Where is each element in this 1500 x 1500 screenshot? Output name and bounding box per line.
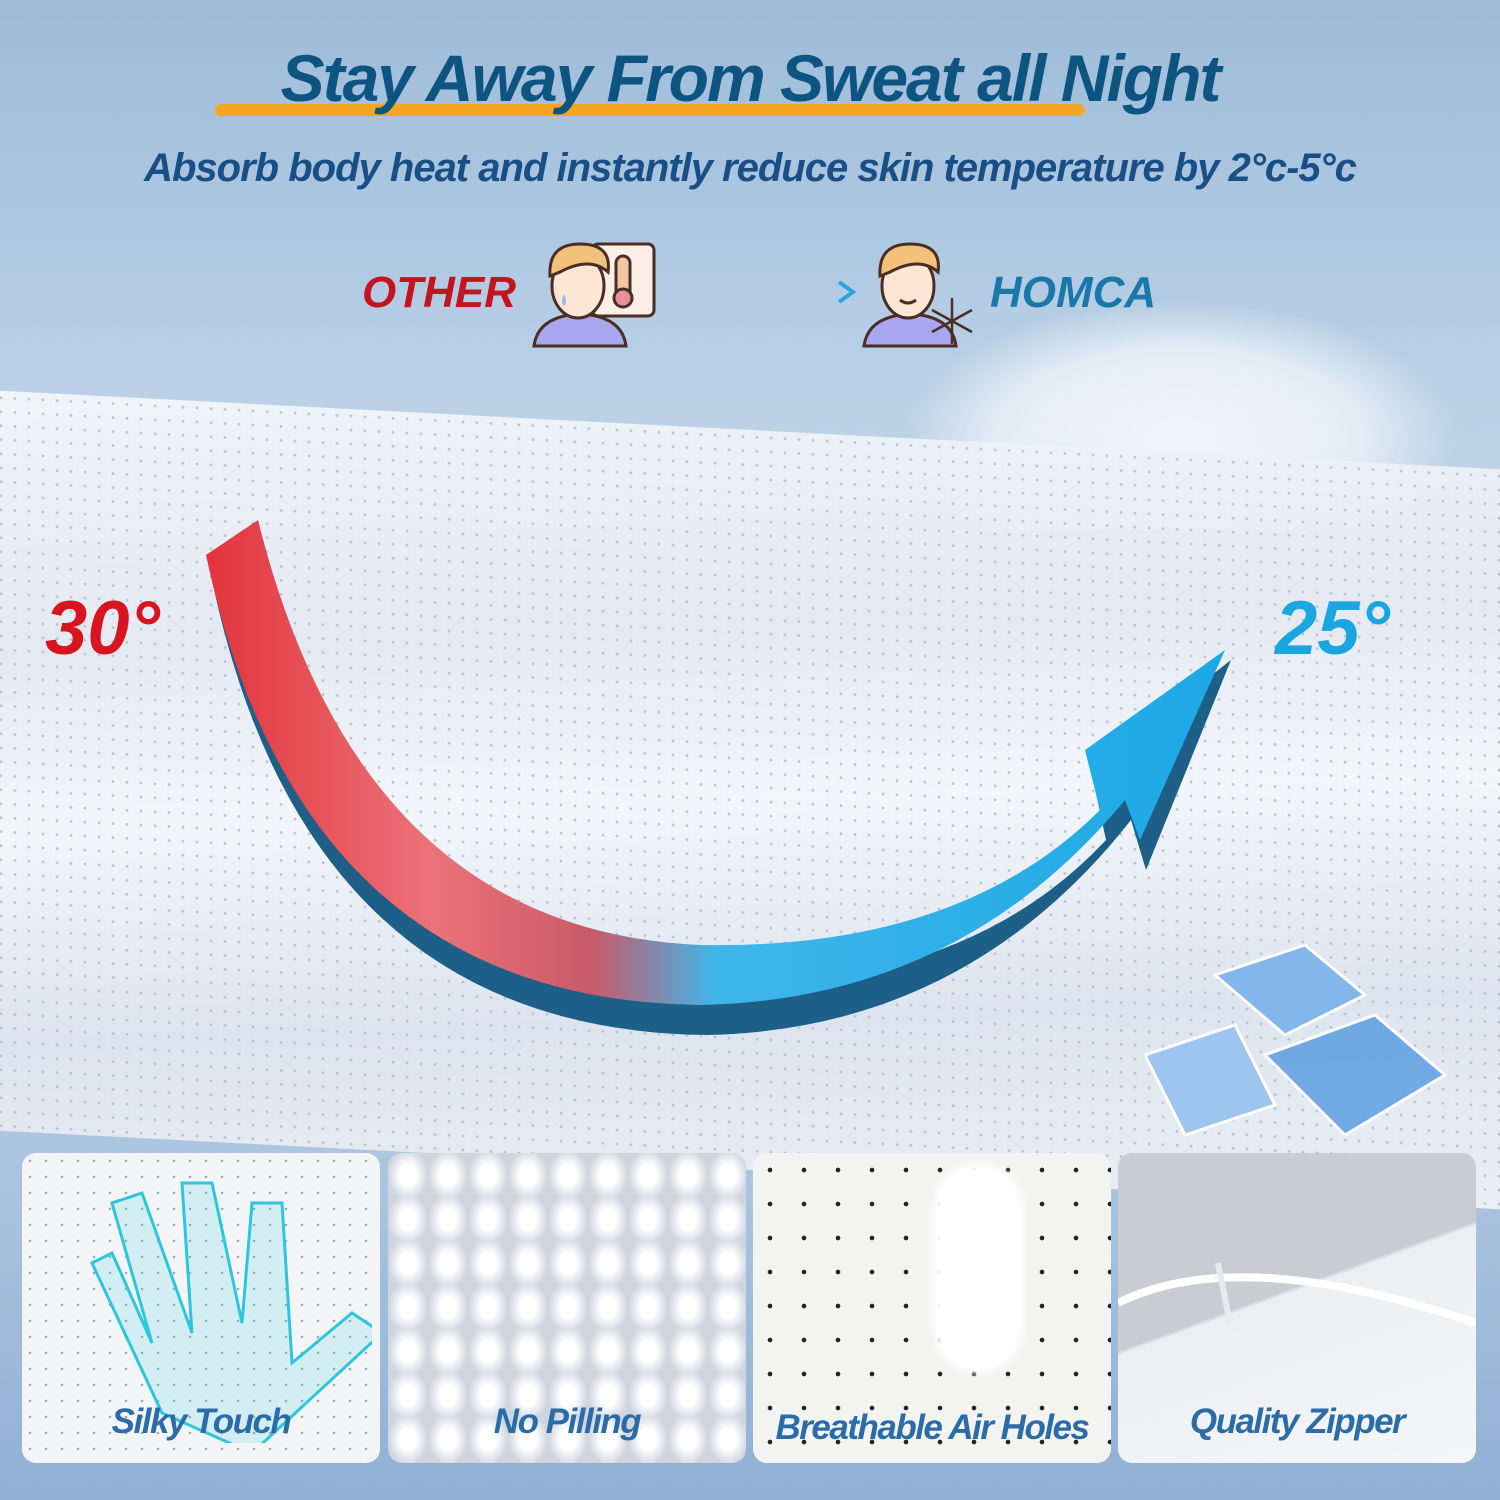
hot-person-thermometer-icon (532, 242, 656, 348)
feature-card-breathable-air-holes: Breathable Air Holes (753, 1153, 1111, 1463)
feature-card-quality-zipper: Quality Zipper (1118, 1153, 1476, 1463)
temperature-after: 25° (1275, 586, 1390, 671)
steam-decoration (933, 1163, 1023, 1373)
ice-cubes-image (1145, 943, 1448, 1137)
arrow-right-icon (665, 280, 857, 304)
other-label: OTHER (362, 268, 516, 317)
feature-card-silky-touch: Silky Touch (22, 1153, 380, 1463)
homca-label: HOMCA (990, 268, 1157, 317)
feature-label: Silky Touch (111, 1402, 292, 1441)
temperature-drop-arrow (206, 520, 1231, 1035)
temperature-before: 30° (45, 586, 160, 671)
title-underline (215, 104, 1085, 116)
page-title: Stay Away From Sweat all Night (280, 41, 1222, 115)
zipper-icon (1118, 1262, 1476, 1327)
feature-label: Breathable Air Holes (775, 1408, 1090, 1447)
cool-person-snowflake-icon (862, 242, 973, 348)
hand-mesh-icon (90, 1181, 372, 1443)
page-subtitle: Absorb body heat and instantly reduce sk… (144, 146, 1357, 190)
feature-label: Quality Zipper (1189, 1402, 1406, 1441)
feature-label: No Pilling (493, 1402, 642, 1441)
feature-card-no-pilling: No Pilling (388, 1153, 746, 1463)
